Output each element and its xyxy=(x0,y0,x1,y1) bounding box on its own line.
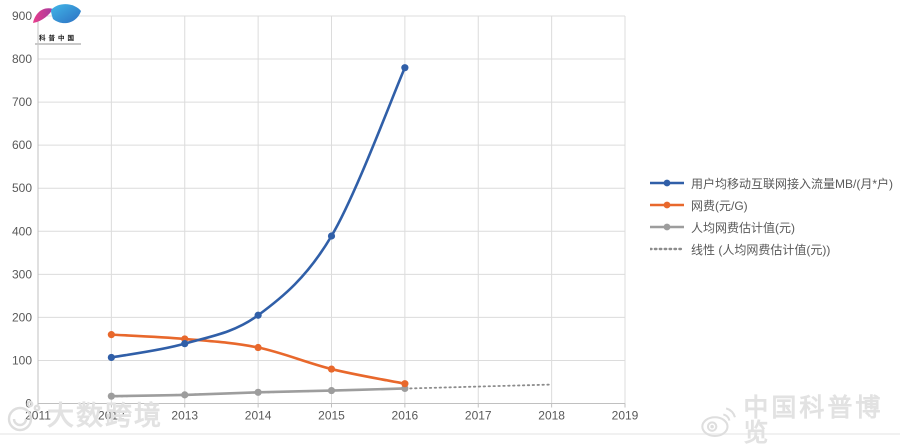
y-axis-label: 800 xyxy=(12,52,32,66)
x-axis-label: 2016 xyxy=(392,409,419,423)
x-axis-label: 2019 xyxy=(612,409,639,423)
legend-swatch xyxy=(650,179,684,187)
butterfly-icon xyxy=(33,4,81,24)
data-point-marker xyxy=(181,340,189,348)
y-axis-label: 100 xyxy=(12,353,32,367)
legend-item: 人均网费估计值(元) xyxy=(650,216,893,238)
x-axis-label: 2012 xyxy=(98,409,125,423)
data-point-marker xyxy=(401,64,409,72)
data-point-marker xyxy=(327,232,336,240)
data-point-marker xyxy=(254,388,262,396)
x-axis-label: 2013 xyxy=(171,409,198,423)
x-axis-label: 2017 xyxy=(465,409,492,423)
legend-swatch xyxy=(650,247,684,251)
legend-swatch xyxy=(650,201,684,209)
y-axis-label: 600 xyxy=(12,138,32,152)
legend-item: 网费(元/G) xyxy=(650,194,893,216)
legend-label: 线性 (人均网费估计值(元)) xyxy=(691,242,831,257)
x-axis-label: 2014 xyxy=(245,409,272,423)
y-axis-label: 300 xyxy=(12,267,32,281)
y-axis-label: 500 xyxy=(12,181,32,195)
y-axis-label: 400 xyxy=(12,224,32,238)
x-axis-label: 2015 xyxy=(318,409,345,423)
legend-item: 线性 (人均网费估计值(元)) xyxy=(650,238,893,260)
legend-label: 网费(元/G) xyxy=(691,198,748,213)
data-point-marker xyxy=(401,380,409,388)
y-axis-label: 200 xyxy=(12,310,32,324)
data-point-marker xyxy=(107,392,115,400)
legend-label: 人均网费估计值(元) xyxy=(691,220,795,235)
data-point-marker xyxy=(181,391,189,399)
data-point-marker xyxy=(254,343,262,352)
data-point-marker xyxy=(327,386,336,395)
logo-text: 科普中国 xyxy=(39,35,77,42)
logo-subline xyxy=(35,43,81,45)
y-axis-label: 700 xyxy=(12,95,32,109)
y-axis-label: 900 xyxy=(12,9,32,23)
kepu-china-logo: 科普中国 xyxy=(28,2,88,45)
data-point-marker xyxy=(107,331,115,339)
data-point-marker xyxy=(107,353,115,362)
data-point-marker xyxy=(254,311,262,319)
x-axis-label: 2018 xyxy=(538,409,565,423)
chart-legend: 用户均移动互联网接入流量MB/(月*户) 网费(元/G) 人均网费估计值(元) 线性 … xyxy=(650,172,893,260)
data-point-marker xyxy=(327,365,336,373)
x-axis-label: 2011 xyxy=(25,409,51,423)
legend-swatch xyxy=(650,223,684,231)
legend-label: 用户均移动互联网接入流量MB/(月*户) xyxy=(691,176,893,191)
legend-item: 用户均移动互联网接入流量MB/(月*户) xyxy=(650,172,893,194)
butterfly-left-wing xyxy=(33,8,53,23)
series-line-0 xyxy=(110,66,407,359)
butterfly-right-wing xyxy=(51,4,81,24)
